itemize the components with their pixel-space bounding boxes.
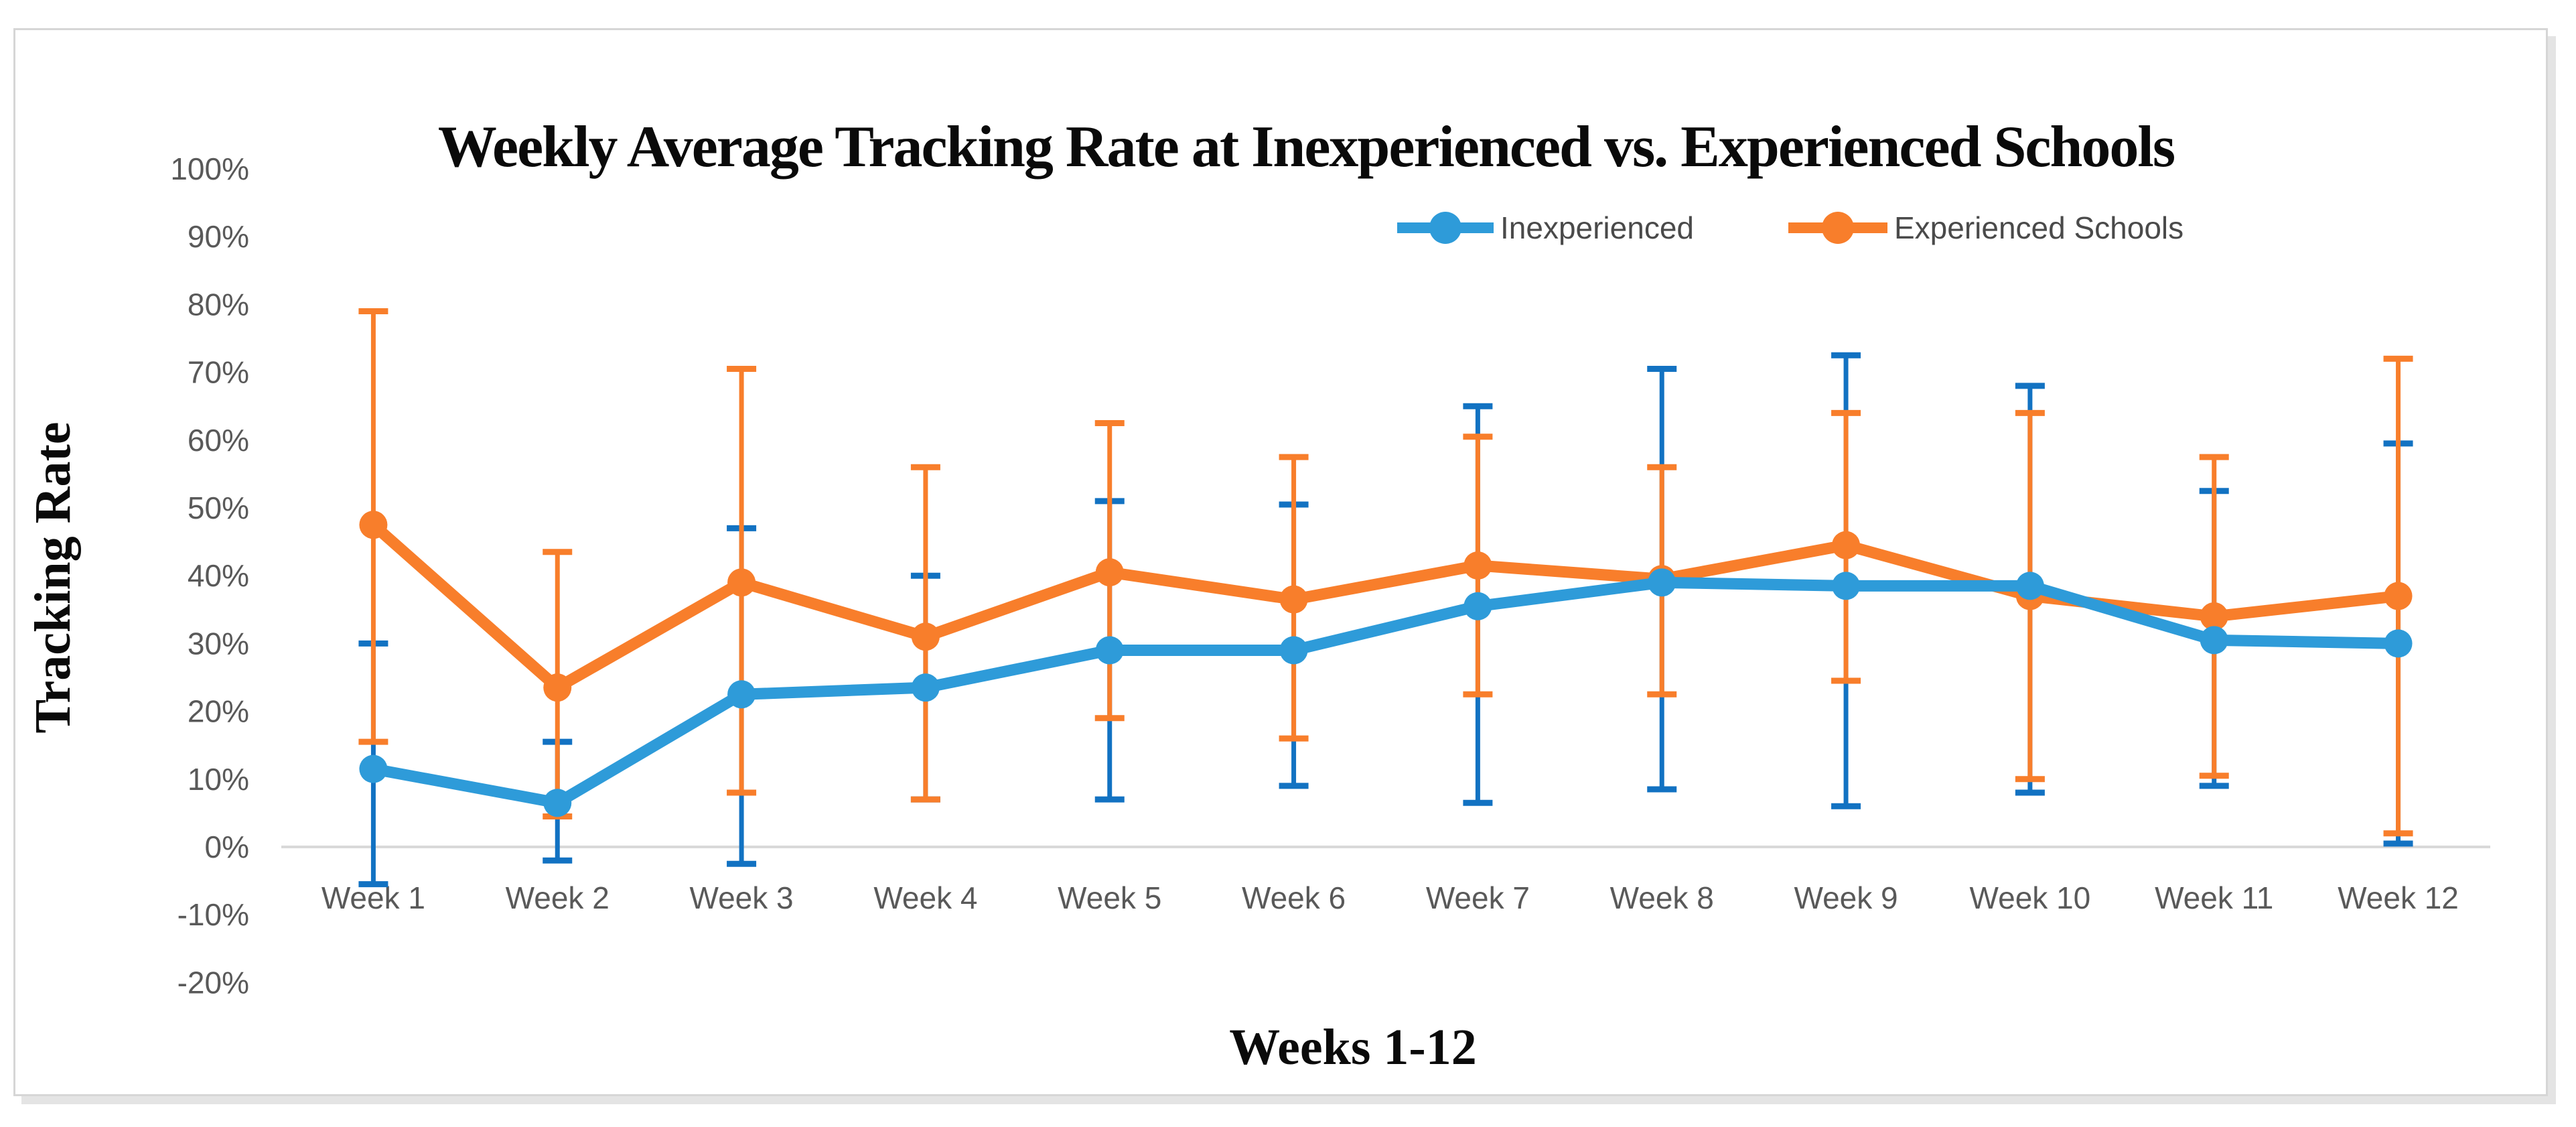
y-axis-title: Tracking Rate xyxy=(25,421,81,733)
data-point-experienced-schools xyxy=(1095,558,1124,587)
data-point-inexperienced xyxy=(1832,572,1861,600)
data-point-experienced-schools xyxy=(2200,602,2228,631)
y-tick-label: 90% xyxy=(188,219,249,254)
y-tick-label: 30% xyxy=(188,626,249,661)
legend-item-experienced-schools: Experienced Schools xyxy=(1788,210,2184,245)
legend: Inexperienced Experienced Schools xyxy=(1397,210,2184,245)
series-line-inexperienced xyxy=(367,576,2405,809)
plot-area xyxy=(358,308,2413,888)
x-tick-label: Week 3 xyxy=(690,880,794,915)
y-tick-label: 70% xyxy=(188,355,249,390)
data-point-experienced-schools xyxy=(1463,551,1492,580)
x-axis-title: Weeks 1-12 xyxy=(1229,1019,1476,1075)
data-point-inexperienced xyxy=(911,673,940,702)
legend-item-inexperienced: Inexperienced xyxy=(1397,210,1694,245)
y-tick-label: 40% xyxy=(188,558,249,593)
x-axis-tick-labels: Week 1 Week 2 Week 3 Week 4 Week 5 Week 6 Week… xyxy=(321,880,2459,915)
y-tick-label: 100% xyxy=(170,151,249,186)
legend-label: Inexperienced xyxy=(1500,210,1694,245)
chart-card xyxy=(13,28,2548,1096)
y-tick-label: -10% xyxy=(177,897,249,932)
x-tick-label: Week 6 xyxy=(1242,880,1346,915)
data-point-experienced-schools xyxy=(2384,582,2413,610)
legend-marker-circle xyxy=(1429,212,1461,244)
data-point-inexperienced xyxy=(2384,629,2413,658)
x-tick-label: Week 4 xyxy=(873,880,977,915)
data-point-inexperienced xyxy=(1463,592,1492,620)
series-inexperienced xyxy=(359,568,2413,817)
x-tick-label: Week 12 xyxy=(2338,880,2459,915)
data-point-inexperienced xyxy=(2015,572,2044,600)
error-bars-experienced-schools xyxy=(358,308,2413,837)
x-tick-label: Week 5 xyxy=(1058,880,1161,915)
y-tick-label: 0% xyxy=(205,830,249,864)
y-tick-label: -20% xyxy=(177,965,249,1000)
data-point-inexperienced xyxy=(359,754,388,783)
data-point-experienced-schools xyxy=(911,622,940,651)
y-tick-label: 50% xyxy=(188,490,249,525)
x-tick-label: Week 10 xyxy=(1970,880,2091,915)
data-point-inexperienced xyxy=(2200,626,2228,655)
x-tick-label: Week 8 xyxy=(1610,880,1714,915)
legend-label: Experienced Schools xyxy=(1894,210,2184,245)
data-point-experienced-schools xyxy=(543,673,572,702)
data-point-inexperienced xyxy=(727,680,756,709)
y-tick-label: 10% xyxy=(188,762,249,797)
y-tick-label: 80% xyxy=(188,287,249,322)
chart-title: Weekly Average Tracking Rate at Inexperi… xyxy=(438,115,2175,180)
data-point-experienced-schools xyxy=(1279,585,1308,614)
data-point-experienced-schools xyxy=(359,511,388,539)
data-point-inexperienced xyxy=(1648,568,1676,597)
data-point-inexperienced xyxy=(1279,636,1308,665)
data-point-inexperienced xyxy=(1095,636,1124,665)
y-tick-label: 60% xyxy=(188,423,249,458)
data-point-inexperienced xyxy=(543,789,572,817)
x-tick-label: Week 9 xyxy=(1794,880,1898,915)
legend-marker-circle xyxy=(1822,212,1854,244)
x-tick-label: Week 11 xyxy=(2155,880,2273,915)
data-point-experienced-schools xyxy=(727,568,756,597)
y-tick-label: 20% xyxy=(188,694,249,729)
y-axis-tick-labels: 100% 90% 80% 70% 60% 50% 40% 30% 20% 10% 0% -10% -20… xyxy=(170,151,249,1000)
data-point-experienced-schools xyxy=(1832,531,1861,559)
x-tick-label: Week 7 xyxy=(1426,880,1530,915)
x-tick-label: Week 2 xyxy=(506,880,610,915)
